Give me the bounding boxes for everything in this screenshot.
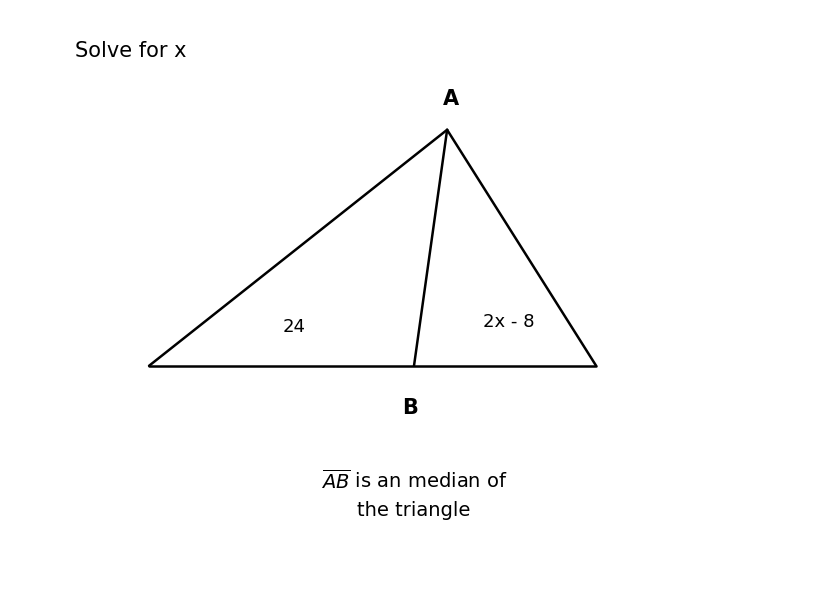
Text: A: A	[442, 89, 459, 109]
Text: B: B	[401, 398, 418, 418]
Text: $\overline{AB}$ is an median of: $\overline{AB}$ is an median of	[320, 469, 507, 493]
Text: 2x - 8: 2x - 8	[483, 313, 534, 330]
Text: Solve for x: Solve for x	[74, 41, 186, 61]
Text: 24: 24	[282, 319, 305, 336]
Text: the triangle: the triangle	[357, 501, 470, 520]
